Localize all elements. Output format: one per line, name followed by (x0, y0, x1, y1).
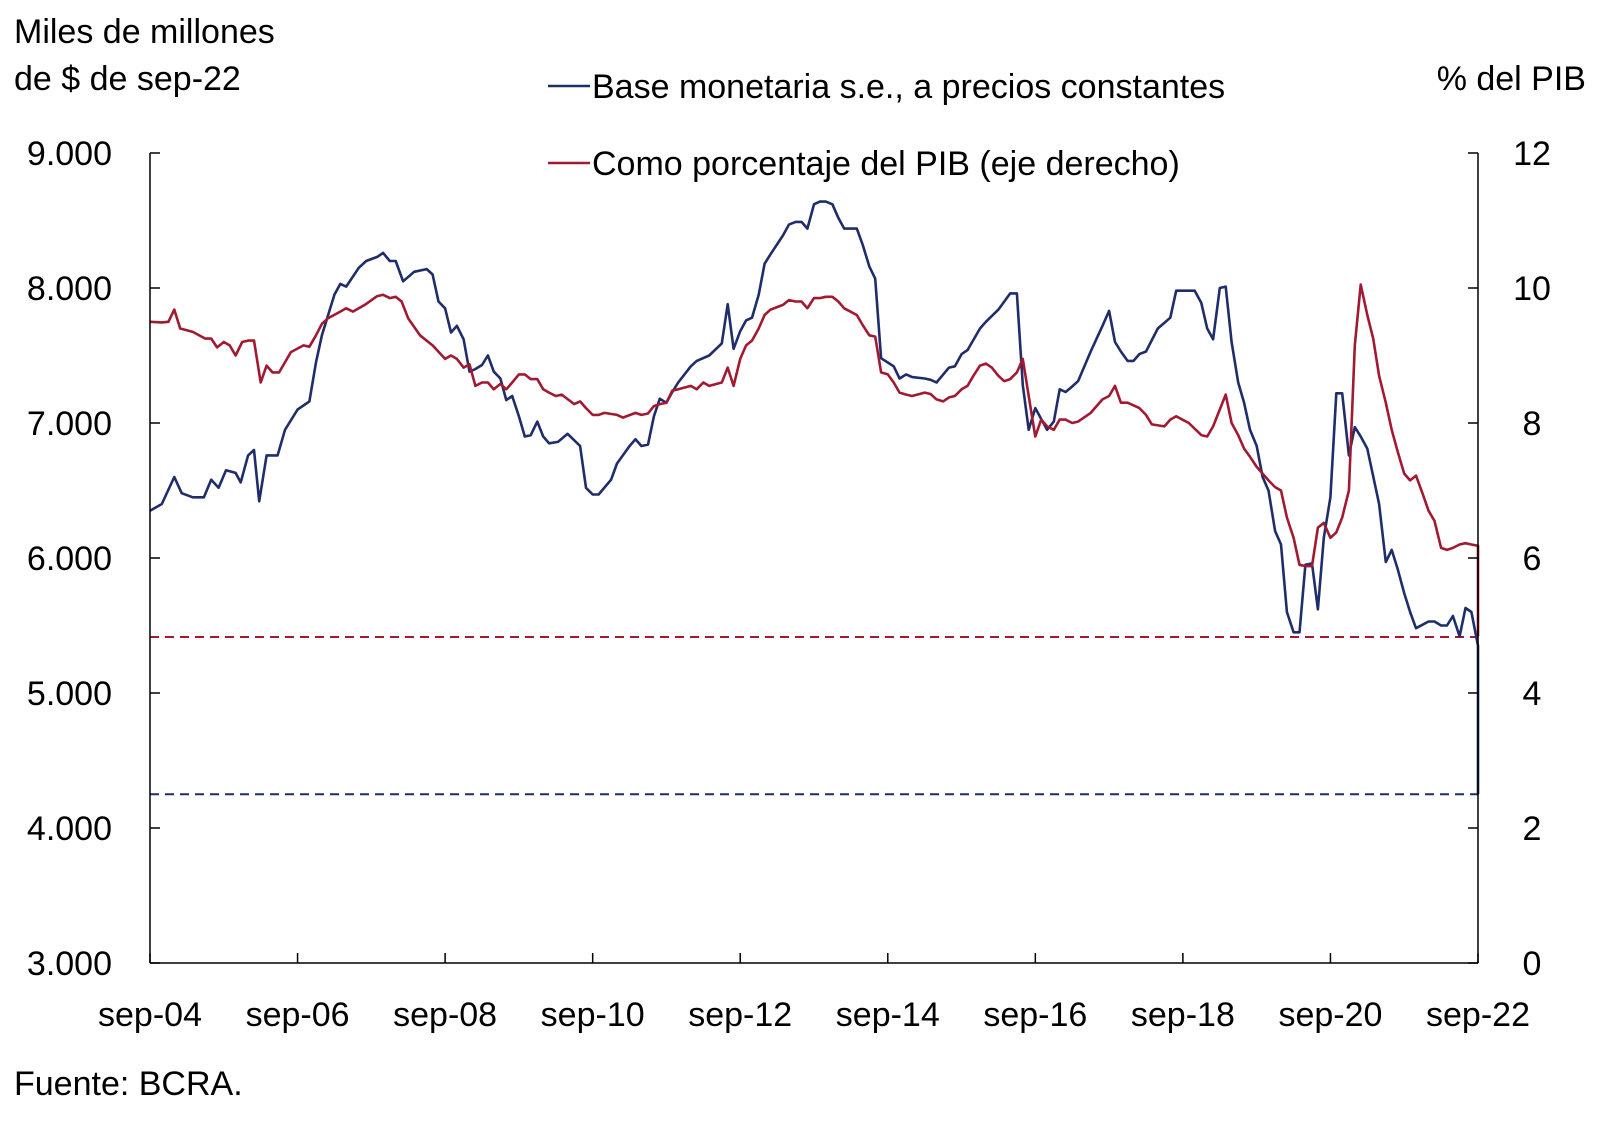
right-axis-tick-label: 8 (1523, 405, 1542, 443)
x-axis-tick-label: sep-10 (541, 996, 645, 1034)
x-axis-tick-label: sep-08 (393, 996, 497, 1034)
x-axis-tick-label: sep-14 (836, 996, 940, 1034)
axes: 3.000 4.000 5.000 6.000 7.000 8.000 9.000 0 2 4 6 8… (27, 135, 1551, 1034)
x-axis-tick-label: sep-06 (246, 996, 350, 1034)
right-axis-tick-label: 0 (1523, 945, 1542, 983)
right-axis-tick-label: 6 (1523, 540, 1542, 578)
series-line-porcentaje-pib (149, 283, 1480, 637)
right-axis-tick-label: 4 (1523, 675, 1542, 713)
right-axis-tick-label: 12 (1513, 135, 1551, 173)
series-lines (149, 200, 1480, 795)
reference-lines (150, 635, 1478, 796)
left-axis-title-line-1: Miles de millones (14, 13, 275, 51)
right-axis-title: % del PIB (1437, 60, 1586, 98)
x-axis-tick-label: sep-04 (98, 996, 202, 1034)
left-axis-tick-label: 8.000 (27, 270, 112, 308)
right-axis-tick-label: 2 (1523, 810, 1542, 848)
left-axis-tick-label: 4.000 (27, 810, 112, 848)
left-axis-tick-label: 3.000 (27, 945, 112, 983)
source-note: Fuente: BCRA. (14, 1065, 243, 1103)
x-axis-tick-label: sep-22 (1426, 996, 1530, 1034)
x-axis-tick-label: sep-12 (688, 996, 792, 1034)
left-axis-tick-label: 7.000 (27, 405, 112, 443)
left-axis-tick-label: 9.000 (27, 135, 112, 173)
left-axis-tick-label: 6.000 (27, 540, 112, 578)
x-axis-tick-label: sep-18 (1131, 996, 1235, 1034)
left-axis-title-line-2: de $ de sep-22 (14, 60, 241, 98)
legend-label-porcentaje-pib: Como porcentaje del PIB (eje derecho) (592, 145, 1180, 183)
left-axis-tick-label: 5.000 (27, 675, 112, 713)
right-axis-tick-label: 10 (1513, 270, 1551, 308)
x-axis-tick-label: sep-16 (983, 996, 1087, 1034)
legend-label-base-monetaria: Base monetaria s.e., a precios constante… (592, 68, 1225, 106)
x-axis-tick-label: sep-20 (1278, 996, 1382, 1034)
series-line-base-monetaria (149, 200, 1480, 795)
legend: Base monetaria s.e., a precios constante… (548, 68, 1225, 183)
